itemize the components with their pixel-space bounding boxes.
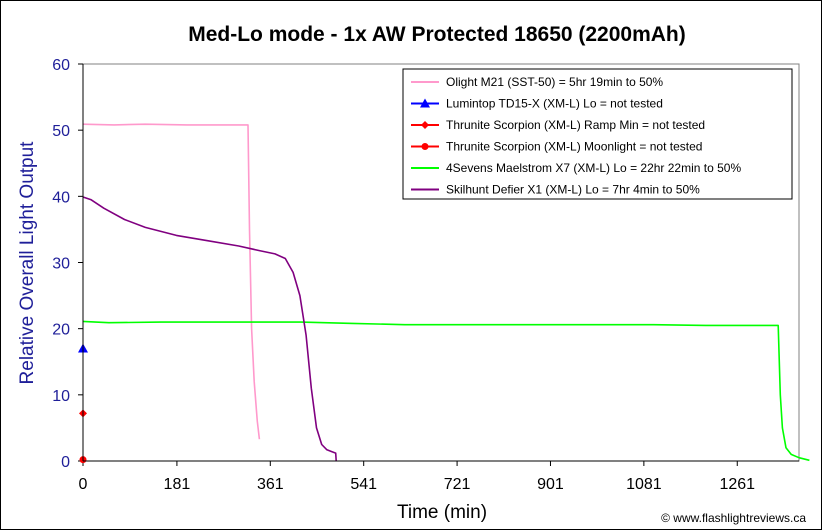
chart-title: Med-Lo mode - 1x AW Protected 18650 (220… [188,23,686,46]
legend-marker-3 [421,143,429,150]
x-axis-title: Time (min) [397,502,487,523]
series-line-4 [82,320,810,462]
y-tick-label: 60 [52,57,70,74]
x-axis-ticks: 0 181 361 541 721 901 1081 1261 [79,461,755,493]
x-tick-label: 0 [79,476,88,493]
y-tick-label: 0 [61,454,70,471]
y-tick-label: 50 [52,123,70,140]
y-tick-label: 30 [52,256,70,273]
x-tick-label: 901 [537,476,564,493]
legend-box [402,68,793,200]
legend-label-3: Thrunite Scorpion (XM-L) Moonlight = not… [446,140,702,154]
legend-label-2: Thrunite Scorpion (XM-L) Ramp Min = not … [446,118,705,132]
x-tick-label: 361 [257,476,284,493]
credit-text: © www.flashlightreviews.ca [661,511,806,525]
legend-marker-1 [420,98,430,108]
legend: Olight M21 (SST-50) = 5hr 19min to 50% Lu… [402,68,793,200]
y-tick-label: 40 [52,189,70,206]
x-tick-label: 541 [350,476,377,493]
y-tick-label: 20 [52,322,70,339]
y-axis-title: Relative Overall Light Output [17,141,38,385]
legend-marker-2 [421,121,429,129]
legend-label-1: Lumintop TD15-X (XM-L) Lo = not tested [446,97,663,111]
x-tick-label: 1261 [719,476,755,493]
y-tick-label: 10 [52,388,70,405]
legend-label-4: 4Sevens Maelstrom X7 (XM-L) Lo = 22hr 22… [446,161,741,175]
series-line-0 [82,123,261,440]
y-axis-ticks: 0 10 20 30 40 50 60 [52,57,83,471]
legend-label-5: Skilhunt Defier X1 (XM-L) Lo = 7hr 4min … [446,183,700,197]
x-tick-label: 1081 [626,476,662,493]
legend-label-0: Olight M21 (SST-50) = 5hr 19min to 50% [446,75,663,89]
x-tick-label: 181 [164,476,191,493]
series-line-5 [82,196,337,462]
x-tick-label: 721 [444,476,471,493]
